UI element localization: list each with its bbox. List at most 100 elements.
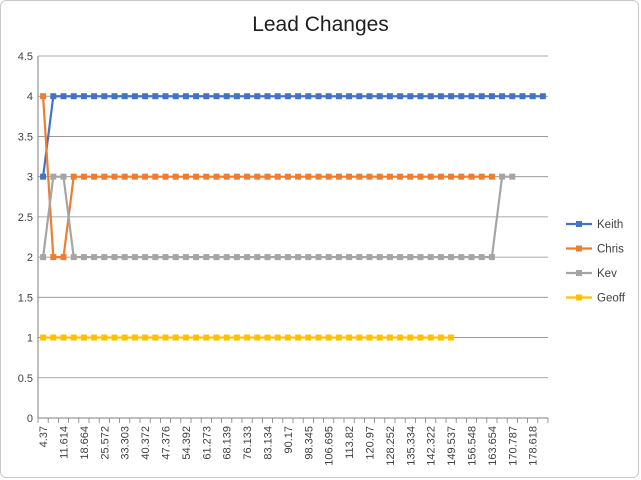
data-point: [346, 334, 353, 341]
data-point: [193, 334, 200, 341]
series-keith: [40, 93, 546, 180]
x-tick-label: 11.614: [59, 426, 71, 459]
data-point: [325, 334, 332, 341]
data-point: [437, 254, 444, 261]
data-point: [213, 93, 220, 100]
data-point: [101, 93, 108, 100]
data-point: [60, 334, 67, 341]
legend-label: Keith: [597, 219, 623, 231]
data-point: [315, 334, 322, 341]
data-point: [244, 93, 251, 100]
data-point: [40, 93, 47, 100]
data-point: [437, 334, 444, 341]
data-point: [284, 334, 291, 341]
x-tick-label: 120.97: [365, 426, 377, 460]
data-point: [315, 254, 322, 261]
data-point: [182, 173, 189, 180]
data-point: [356, 93, 363, 100]
data-point: [233, 173, 240, 180]
data-point: [101, 254, 108, 261]
legend-swatch-marker: [576, 221, 582, 227]
data-point: [376, 334, 383, 341]
legend-item-kev: Kev: [566, 268, 617, 280]
data-point: [264, 173, 271, 180]
data-point: [315, 173, 322, 180]
data-point: [50, 334, 57, 341]
data-point: [539, 93, 546, 100]
x-tick-label: 40.372: [140, 426, 152, 460]
y-tick-label: 1.5: [18, 292, 33, 304]
data-point: [274, 173, 281, 180]
data-point: [346, 254, 353, 261]
data-point: [111, 173, 118, 180]
data-point: [264, 334, 271, 341]
legend-swatch-marker: [576, 270, 582, 276]
data-point: [488, 173, 495, 180]
legend-item-geoff: Geoff: [566, 293, 626, 305]
data-point: [142, 254, 149, 261]
x-tick-label: 142.322: [426, 426, 438, 466]
data-point: [448, 173, 455, 180]
data-point: [121, 334, 128, 341]
data-point: [386, 173, 393, 180]
data-point: [366, 173, 373, 180]
data-point: [40, 254, 47, 261]
data-point: [203, 254, 210, 261]
data-point: [284, 173, 291, 180]
data-point: [397, 254, 404, 261]
x-tick-label: 18.664: [79, 426, 91, 460]
data-point: [172, 93, 179, 100]
data-point: [397, 93, 404, 100]
series-group: [40, 93, 546, 341]
data-point: [152, 93, 159, 100]
x-tick-label: 54.392: [181, 426, 193, 460]
data-point: [121, 93, 128, 100]
x-tick-label: 178.618: [528, 426, 540, 466]
data-point: [172, 334, 179, 341]
data-point: [488, 93, 495, 100]
data-point: [427, 173, 434, 180]
data-point: [142, 93, 149, 100]
data-point: [346, 173, 353, 180]
data-point: [213, 334, 220, 341]
data-point: [397, 334, 404, 341]
data-point: [91, 254, 98, 261]
x-tick-label: 163.654: [487, 426, 499, 466]
data-point: [437, 93, 444, 100]
data-point: [284, 254, 291, 261]
data-point: [315, 93, 322, 100]
data-point: [60, 173, 67, 180]
data-point: [468, 254, 475, 261]
legend-swatch-marker: [576, 294, 582, 301]
data-point: [213, 254, 220, 261]
data-point: [264, 254, 271, 261]
data-point: [295, 93, 302, 100]
data-point: [80, 93, 87, 100]
y-tick-label: 1: [27, 333, 33, 345]
x-tick-label: 128.252: [385, 426, 397, 466]
data-point: [458, 173, 465, 180]
x-tick-label: 106.695: [324, 426, 336, 466]
data-point: [386, 93, 393, 100]
data-point: [111, 334, 118, 341]
data-point: [448, 254, 455, 261]
x-tick-label: 90.17: [283, 426, 295, 454]
data-point: [376, 173, 383, 180]
data-point: [70, 173, 77, 180]
data-point: [233, 254, 240, 261]
data-point: [325, 93, 332, 100]
data-point: [80, 254, 87, 261]
data-point: [254, 173, 261, 180]
data-point: [162, 254, 169, 261]
data-point: [101, 334, 108, 341]
data-point: [91, 173, 98, 180]
data-point: [111, 254, 118, 261]
data-point: [70, 254, 77, 261]
data-point: [40, 334, 47, 341]
data-point: [91, 93, 98, 100]
data-point: [356, 334, 363, 341]
y-tick-label: 3: [27, 172, 33, 184]
x-tick-label: 156.548: [467, 426, 479, 466]
data-point: [458, 93, 465, 100]
data-point: [223, 334, 230, 341]
